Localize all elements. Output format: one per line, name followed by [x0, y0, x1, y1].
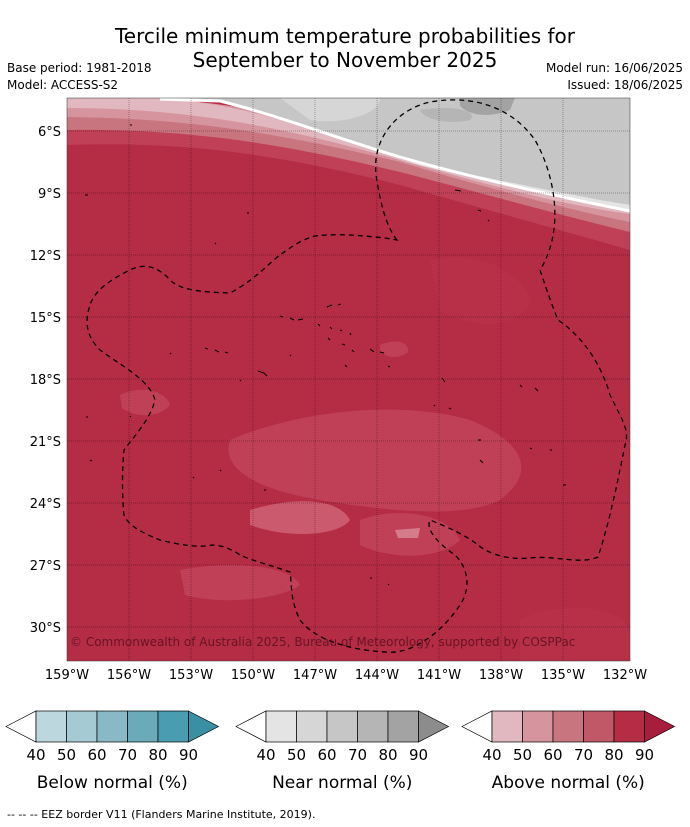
colorbar-segment	[296, 710, 328, 743]
above-normal-60-band	[67, 98, 630, 232]
colorbar-title: Above normal (%)	[492, 773, 645, 793]
above-normal-60-spot	[395, 528, 420, 538]
title-line-2: September to November 2025	[192, 48, 498, 72]
lat-axis: 6°S 9°S 12°S 15°S 18°S 21°S 24°S 27°S 30…	[30, 125, 61, 636]
colorbar-tick-label: 50	[57, 746, 76, 764]
colorbar-tick-label: 50	[513, 746, 532, 764]
colorbar-tick-label: 50	[287, 746, 306, 764]
lat-label: 6°S	[38, 125, 61, 140]
meta-left: Base period: 1981-2018 Model: ACCESS-S2	[7, 60, 152, 94]
colorbar-segment	[265, 710, 297, 743]
colorbar-segment	[491, 710, 523, 743]
map-title: Tercile minimum temperature probabilitie…	[0, 24, 690, 72]
colorbar-segment	[552, 710, 584, 743]
probability-map: © Commonwealth of Australia 2025, Bureau…	[30, 97, 647, 683]
colorbars: 40 50 60 70 80 90 Below normal (%) 40 50 60 70 80 9…	[5, 710, 676, 793]
colorbar-tick-label: 90	[179, 746, 198, 764]
map-area: © Commonwealth of Australia 2025, Bureau…	[67, 98, 630, 661]
colorbar-tick-label: 60	[543, 746, 562, 764]
colorbar-segment	[127, 710, 159, 743]
lon-label: 135°W	[541, 668, 585, 683]
lat-label: 15°S	[30, 311, 61, 326]
title-line-1: Tercile minimum temperature probabilitie…	[114, 24, 576, 48]
lon-label: 132°W	[603, 668, 647, 683]
colorbar-tick-label: 80	[378, 746, 397, 764]
colorbar-segment	[157, 710, 189, 743]
lat-label: 18°S	[30, 373, 61, 388]
colorbar-tick-label: 70	[118, 746, 137, 764]
tercile-boundary	[159, 98, 630, 213]
colorbar-below-normal: 40 50 60 70 80 90 Below normal (%)	[5, 710, 220, 793]
colorbar-tick-label: 60	[87, 746, 106, 764]
colorbar-segment	[522, 710, 554, 743]
colorbar-near-normal: 40 50 60 70 80 90 Near normal (%)	[235, 710, 450, 793]
lat-label: 24°S	[30, 497, 61, 512]
colorbar-above-normal: 40 50 60 70 80 90 Above normal (%)	[461, 710, 676, 793]
eez-borders	[86, 99, 628, 653]
lon-label: 159°W	[45, 668, 89, 683]
colorbar-tick-label: 60	[317, 746, 336, 764]
colorbar-tick-label: 80	[148, 746, 167, 764]
colorbar-segment	[461, 710, 493, 743]
colorbar-title: Below normal (%)	[37, 773, 188, 793]
colorbar-tick-label: 70	[574, 746, 593, 764]
lon-label: 138°W	[479, 668, 523, 683]
lon-label: 156°W	[107, 668, 151, 683]
issued-date: Issued: 18/06/2025	[567, 78, 683, 92]
colorbar-segment	[418, 710, 450, 743]
colorbar-segment	[188, 710, 220, 743]
above-normal-70-patch	[228, 409, 522, 512]
colorbar-segment	[235, 710, 267, 743]
meta-right: Model run: 16/06/2025 Issued: 18/06/2025	[546, 60, 683, 94]
colorbar-segment	[583, 710, 615, 743]
colorbar-segment	[644, 710, 676, 743]
lon-label: 144°W	[355, 668, 399, 683]
model-run: Model run: 16/06/2025	[545, 61, 683, 75]
colorbar-segment	[35, 710, 67, 743]
above-normal-patch-east	[430, 257, 530, 324]
colorbar-tick-label: 90	[635, 746, 654, 764]
colorbar-segment	[96, 710, 128, 743]
colorbar-tick-label: 70	[348, 746, 367, 764]
above-normal-60-patch	[250, 501, 350, 535]
colorbar-segment	[5, 710, 37, 743]
above-normal-50-band	[67, 98, 630, 222]
colorbar-tick-label: 90	[409, 746, 428, 764]
colorbar-title: Near normal (%)	[272, 773, 412, 793]
lon-label: 150°W	[231, 668, 275, 683]
eez-footnote: -- -- -- EEZ border V11 (Flanders Marine…	[7, 808, 316, 821]
lon-label: 153°W	[169, 668, 213, 683]
islands	[85, 124, 566, 586]
colorbar-segment	[66, 710, 98, 743]
colorbar-segment	[326, 710, 358, 743]
base-period: Base period: 1981-2018	[7, 61, 152, 75]
lat-label: 27°S	[30, 559, 61, 574]
lon-axis: 159°W 156°W 153°W 150°W 147°W 144°W 141°…	[45, 668, 647, 683]
model-name: Model: ACCESS-S2	[7, 78, 119, 92]
colorbar-tick-label: 40	[26, 746, 45, 764]
copyright-text: © Commonwealth of Australia 2025, Bureau…	[70, 635, 575, 649]
lat-label: 12°S	[30, 249, 61, 264]
lon-label: 141°W	[417, 668, 461, 683]
colorbar-tick-label: 40	[256, 746, 275, 764]
colorbar-tick-label: 80	[604, 746, 623, 764]
colorbar-segment	[387, 710, 419, 743]
lat-label: 9°S	[38, 187, 61, 202]
above-normal-70-patch-2	[180, 565, 300, 601]
colorbar-segment	[357, 710, 389, 743]
lon-label: 147°W	[293, 668, 337, 683]
colorbar-tick-label: 40	[482, 746, 501, 764]
lat-label: 21°S	[30, 435, 61, 450]
colorbar-segment	[613, 710, 645, 743]
lat-label: 30°S	[30, 621, 61, 636]
above-normal-40-band	[67, 98, 630, 214]
